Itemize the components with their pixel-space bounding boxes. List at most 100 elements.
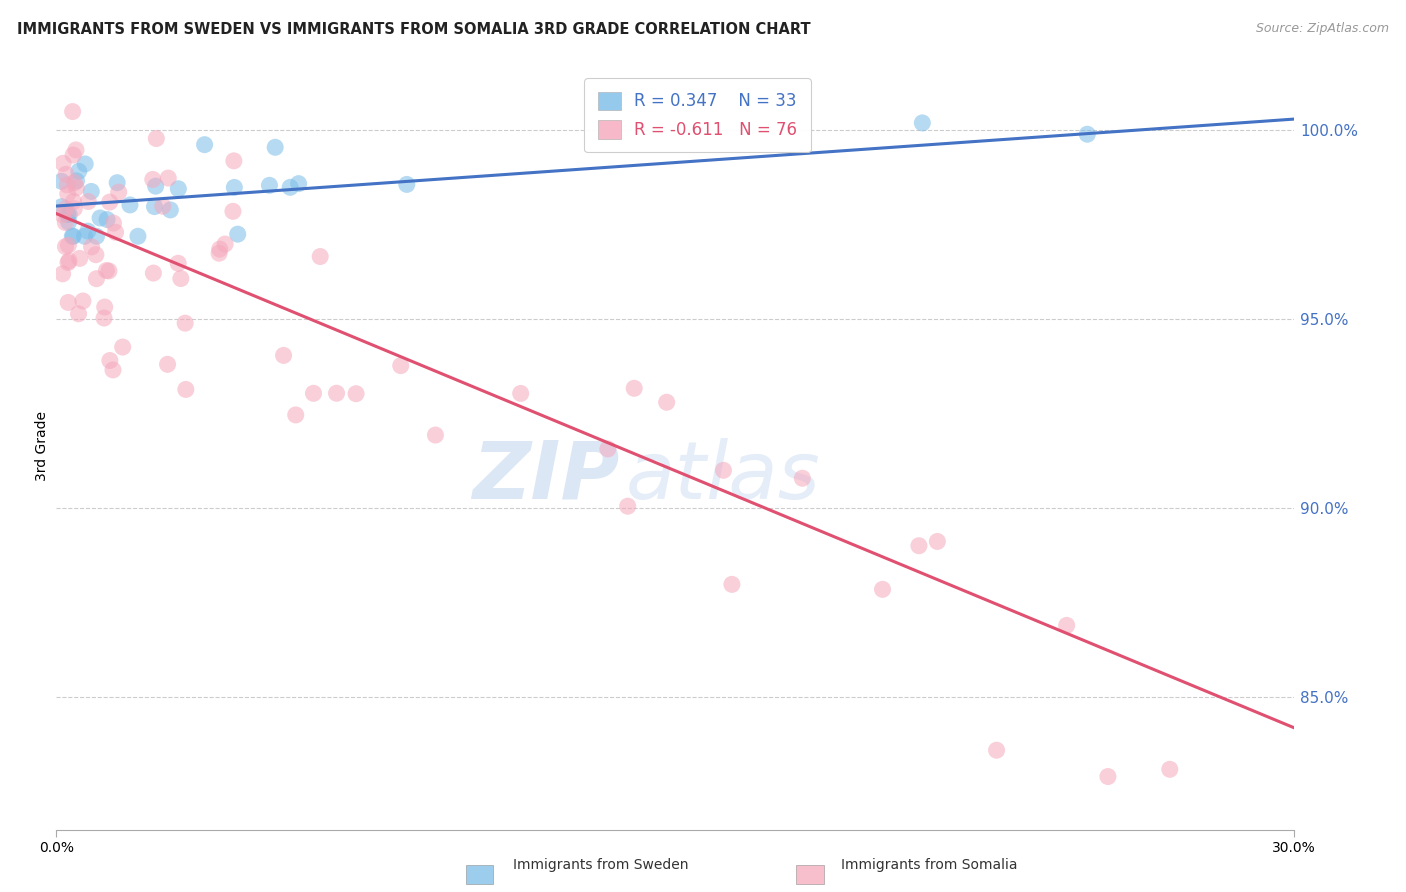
Point <box>152 199 174 213</box>
Point <box>214 237 236 252</box>
Point <box>127 229 149 244</box>
Point <box>278 180 301 194</box>
Point <box>56 207 79 221</box>
Point <box>107 185 129 199</box>
Point <box>174 316 197 330</box>
Point <box>174 383 197 397</box>
Point <box>143 200 166 214</box>
Point <box>911 116 934 130</box>
Point <box>425 428 447 442</box>
Point <box>287 177 309 191</box>
Point <box>58 238 80 252</box>
Point <box>58 253 80 268</box>
Point <box>55 202 77 216</box>
Point <box>89 211 111 225</box>
Point <box>721 577 744 591</box>
Point <box>616 499 638 513</box>
Point <box>98 353 121 368</box>
Point <box>208 246 231 260</box>
Point <box>927 534 949 549</box>
Point <box>75 157 97 171</box>
Point <box>96 263 118 277</box>
Point <box>97 264 120 278</box>
Text: Immigrants from Sweden: Immigrants from Sweden <box>513 858 689 872</box>
Point <box>80 240 103 254</box>
Point <box>284 408 307 422</box>
Point <box>792 471 814 485</box>
Point <box>302 386 325 401</box>
Point <box>63 202 86 216</box>
Point <box>67 164 90 178</box>
Bar <box>465 865 494 883</box>
Y-axis label: 3rd Grade: 3rd Grade <box>35 411 49 481</box>
Point <box>145 131 167 145</box>
Point <box>58 215 80 229</box>
Point <box>389 359 412 373</box>
Point <box>1159 762 1181 776</box>
Point <box>159 202 181 217</box>
Point <box>222 153 245 168</box>
Point <box>56 295 79 310</box>
Point <box>52 156 75 170</box>
Point <box>1056 618 1078 632</box>
Point <box>509 386 531 401</box>
Point <box>157 171 180 186</box>
Point <box>259 178 281 193</box>
Point <box>623 381 645 395</box>
Point <box>62 194 84 209</box>
Point <box>98 195 121 210</box>
Point <box>344 386 367 401</box>
Point <box>56 255 79 269</box>
Point <box>51 174 73 188</box>
Text: Immigrants from Somalia: Immigrants from Somalia <box>841 858 1018 872</box>
Point <box>56 178 79 192</box>
Point <box>93 300 115 314</box>
Text: ZIP: ZIP <box>472 438 619 516</box>
Point <box>224 180 246 194</box>
Point <box>62 148 84 162</box>
Point <box>67 307 90 321</box>
Point <box>86 229 108 244</box>
Point <box>65 181 87 195</box>
Point <box>72 293 94 308</box>
Point <box>596 442 619 456</box>
Point <box>55 239 77 253</box>
Point <box>104 225 127 239</box>
Point <box>908 539 931 553</box>
Point <box>65 174 87 188</box>
Point <box>56 186 79 201</box>
Point <box>62 104 84 119</box>
Point <box>52 267 75 281</box>
Point <box>986 743 1008 757</box>
Point <box>84 248 107 262</box>
Point <box>222 204 245 219</box>
Point <box>62 229 84 244</box>
Point <box>309 250 332 264</box>
Point <box>76 224 98 238</box>
Point <box>142 266 165 280</box>
Point <box>156 357 179 371</box>
Point <box>1097 770 1119 784</box>
Point <box>872 582 894 597</box>
Point <box>264 140 287 154</box>
Point <box>65 143 87 157</box>
Point <box>142 172 165 186</box>
Point <box>1076 127 1098 141</box>
Point <box>273 348 295 362</box>
Text: Source: ZipAtlas.com: Source: ZipAtlas.com <box>1256 22 1389 36</box>
Legend: R = 0.347    N = 33, R = -0.611   N = 76: R = 0.347 N = 33, R = -0.611 N = 76 <box>585 78 811 153</box>
Point <box>226 227 249 242</box>
Point <box>77 194 100 209</box>
Point <box>58 208 80 222</box>
Point <box>105 176 128 190</box>
Point <box>145 179 167 194</box>
Point <box>60 229 83 244</box>
Text: atlas: atlas <box>626 438 820 516</box>
Point <box>51 200 73 214</box>
Point <box>325 386 347 401</box>
Point <box>63 176 86 190</box>
Bar <box>796 865 824 883</box>
Point <box>167 256 190 270</box>
Point <box>111 340 134 354</box>
Text: IMMIGRANTS FROM SWEDEN VS IMMIGRANTS FROM SOMALIA 3RD GRADE CORRELATION CHART: IMMIGRANTS FROM SWEDEN VS IMMIGRANTS FRO… <box>17 22 810 37</box>
